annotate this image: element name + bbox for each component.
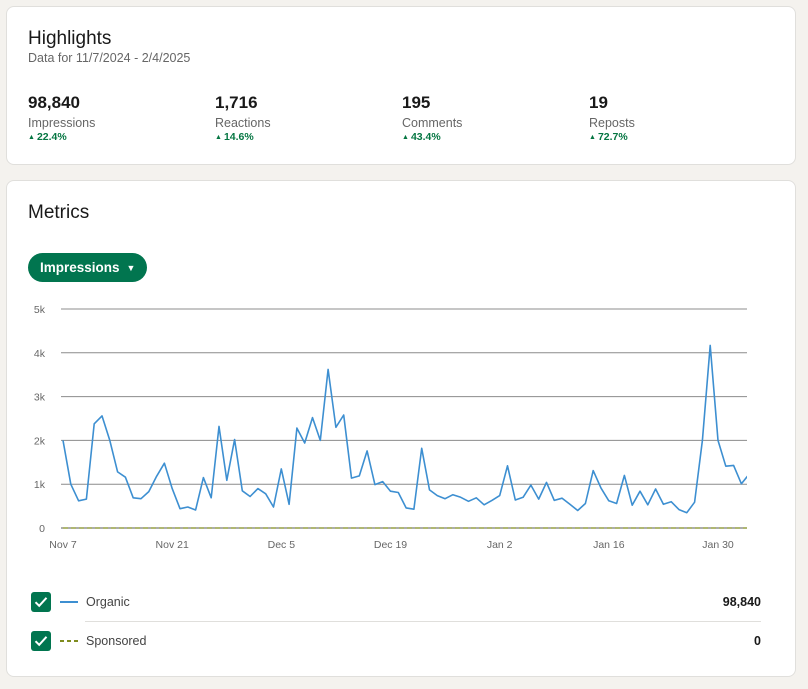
triangle-up-icon: ▲ xyxy=(589,133,596,141)
stat-reposts[interactable]: 19 Reposts ▲ 72.7% xyxy=(589,93,769,143)
y-tick-label: 3k xyxy=(34,392,46,404)
legend-row-sponsored[interactable]: Sponsored 0 xyxy=(31,622,761,660)
y-tick-label: 2k xyxy=(34,435,46,447)
highlights-card: Highlights Data for 11/7/2024 - 2/4/2025… xyxy=(6,6,796,165)
legend-name: Organic xyxy=(86,595,130,609)
x-tick-label: Nov 21 xyxy=(156,539,189,551)
stat-change-value: 72.7% xyxy=(597,131,628,143)
y-tick-label: 1k xyxy=(34,479,46,491)
x-axis: Nov 7 Nov 21 Dec 5 Dec 19 Jan 2 Jan 16 Jan 30 xyxy=(49,539,734,551)
stat-reactions[interactable]: 1,716 Reactions ▲ 14.6% xyxy=(215,93,395,143)
stat-value: 19 xyxy=(589,93,608,112)
stat-change: ▲ 43.4% xyxy=(402,131,582,143)
stat-value: 1,716 xyxy=(215,93,258,112)
x-tick-label: Dec 5 xyxy=(268,539,296,551)
y-tick-label: 5k xyxy=(34,304,46,316)
chart-series xyxy=(62,344,747,529)
legend-name: Sponsored xyxy=(86,634,147,648)
stat-label: Comments xyxy=(402,116,463,130)
highlights-title: Highlights xyxy=(28,28,112,49)
metrics-title: Metrics xyxy=(28,202,90,223)
stat-impressions[interactable]: 98,840 Impressions ▲ 22.4% xyxy=(28,93,208,143)
legend-total: 98,840 xyxy=(722,595,761,609)
sponsored-line-swatch xyxy=(60,640,78,642)
caret-down-icon: ▼ xyxy=(126,262,136,273)
stat-change-value: 14.6% xyxy=(223,131,254,143)
checkmark-icon xyxy=(34,597,48,608)
legend-divider xyxy=(85,621,761,622)
stat-change: ▲ 72.7% xyxy=(589,131,769,143)
stat-label: Reactions xyxy=(215,116,271,130)
x-tick-label: Jan 2 xyxy=(487,539,513,551)
stat-label: Impressions xyxy=(28,116,96,130)
checkmark-icon xyxy=(34,636,48,647)
triangle-up-icon: ▲ xyxy=(402,133,409,141)
organic-checkbox[interactable] xyxy=(31,592,51,612)
sponsored-checkbox[interactable] xyxy=(31,631,51,651)
stat-change: ▲ 14.6% xyxy=(215,131,395,143)
stat-change: ▲ 22.4% xyxy=(28,131,208,143)
chart-grid xyxy=(61,308,747,529)
x-tick-label: Dec 19 xyxy=(374,539,407,551)
y-tick-label: 4k xyxy=(34,348,46,360)
legend-row-organic[interactable]: Organic 98,840 xyxy=(31,583,761,621)
series-line-organic[interactable] xyxy=(62,344,747,514)
legend-total: 0 xyxy=(754,634,761,648)
stat-change-value: 43.4% xyxy=(410,131,441,143)
stat-change-value: 22.4% xyxy=(36,131,67,143)
x-tick-label: Jan 30 xyxy=(702,539,734,551)
x-tick-label: Nov 7 xyxy=(49,539,77,551)
date-range: Data for 11/7/2024 - 2/4/2025 xyxy=(28,51,191,65)
stat-value: 98,840 xyxy=(28,93,80,112)
x-tick-label: Jan 16 xyxy=(593,539,625,551)
stat-label: Reposts xyxy=(589,116,635,130)
stat-comments[interactable]: 195 Comments ▲ 43.4% xyxy=(402,93,582,143)
stat-value: 195 xyxy=(402,93,431,112)
metric-dropdown[interactable]: Impressions ▼ xyxy=(28,253,148,282)
y-axis: 0 1k 2k 3k 4k 5k xyxy=(34,304,46,535)
triangle-up-icon: ▲ xyxy=(28,133,35,141)
impressions-chart: 0 1k 2k 3k 4k 5k Nov 7 Nov 21 Dec 5 Dec 19 Jan 2 J… xyxy=(34,304,747,551)
organic-line-swatch xyxy=(60,601,78,603)
metric-dropdown-label: Impressions xyxy=(40,260,120,275)
y-tick-label: 0 xyxy=(39,523,45,535)
triangle-up-icon: ▲ xyxy=(215,133,222,141)
